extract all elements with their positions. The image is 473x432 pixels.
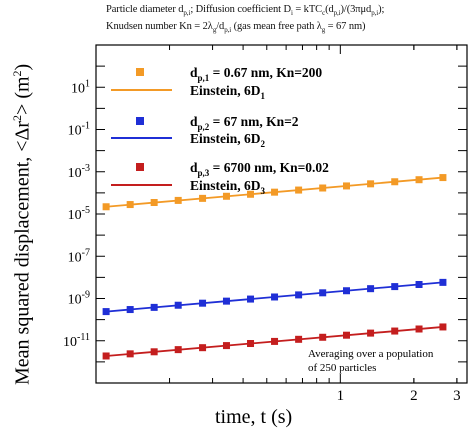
y-tick-label: 10-9 bbox=[68, 290, 90, 308]
y-tick-label: 10-11 bbox=[63, 332, 90, 350]
data-point-series-2 bbox=[295, 291, 303, 299]
data-point-series-2 bbox=[199, 299, 207, 307]
legend-label-1: dp,1 = 0.67 nm, Kn=200 bbox=[190, 65, 322, 83]
legend-label-4: Einstein, 6D2 bbox=[190, 131, 266, 149]
data-point-series-1 bbox=[295, 186, 303, 194]
data-point-series-1 bbox=[415, 176, 423, 184]
data-point-series-3 bbox=[295, 335, 303, 343]
legend-marker-5 bbox=[136, 163, 144, 171]
legend-marker-1 bbox=[136, 68, 144, 76]
data-point-series-3 bbox=[367, 329, 375, 337]
x-tick-label: 1 bbox=[337, 388, 345, 404]
data-point-series-2 bbox=[126, 306, 134, 314]
y-tick-label: 10-5 bbox=[68, 205, 90, 223]
x-axis-label: time, t (s) bbox=[215, 406, 293, 428]
annotation-line-2: of 250 particles bbox=[308, 362, 376, 374]
legend-marker-3 bbox=[136, 117, 144, 125]
data-point-series-1 bbox=[367, 180, 375, 188]
data-point-series-3 bbox=[199, 344, 207, 352]
data-point-series-1 bbox=[343, 182, 351, 190]
data-point-series-1 bbox=[271, 188, 279, 196]
data-point-series-1 bbox=[247, 190, 255, 198]
data-point-series-2 bbox=[271, 293, 279, 301]
data-point-series-1 bbox=[174, 196, 182, 204]
data-point-series-3 bbox=[439, 323, 447, 331]
data-point-series-3 bbox=[319, 333, 327, 341]
data-point-series-3 bbox=[247, 340, 255, 348]
data-point-series-3 bbox=[415, 325, 423, 333]
data-point-series-3 bbox=[150, 348, 158, 356]
annotation-line-1: Averaging over a population bbox=[308, 348, 434, 360]
data-point-series-1 bbox=[319, 184, 327, 192]
legend-label-2: Einstein, 6D1 bbox=[190, 83, 266, 101]
data-point-series-2 bbox=[415, 280, 423, 288]
data-point-series-3 bbox=[343, 331, 351, 339]
data-point-series-2 bbox=[391, 283, 399, 291]
y-tick-label: 101 bbox=[71, 78, 90, 96]
y-tick-label: 10-3 bbox=[68, 163, 90, 181]
legend-label-5: dp,3 = 6700 nm, Kn=0.02 bbox=[190, 160, 329, 178]
data-point-series-3 bbox=[222, 342, 230, 350]
data-point-series-3 bbox=[391, 327, 399, 335]
figure-caption-line-2: Knudsen number Kn = 2λg/dp,i (gas mean f… bbox=[106, 21, 366, 35]
data-point-series-2 bbox=[319, 289, 327, 297]
x-tick-label: 2 bbox=[410, 388, 418, 404]
plot-frame bbox=[95, 44, 468, 384]
data-point-series-3 bbox=[102, 352, 110, 360]
data-point-series-1 bbox=[199, 194, 207, 202]
data-point-series-2 bbox=[367, 285, 375, 293]
data-point-series-2 bbox=[247, 295, 255, 303]
data-point-series-2 bbox=[439, 278, 447, 286]
legend-label-6: Einstein, 6D3 bbox=[190, 178, 266, 196]
y-tick-label: 10-7 bbox=[68, 247, 90, 265]
y-tick-label: 10-1 bbox=[68, 121, 90, 139]
figure-caption-line-1: Particle diameter dp,i; Diffusion coeffi… bbox=[106, 4, 385, 18]
data-point-series-2 bbox=[174, 301, 182, 309]
data-point-series-2 bbox=[222, 297, 230, 305]
data-point-series-1 bbox=[102, 203, 110, 211]
legend-label-3: dp,2 = 67 nm, Kn=2 bbox=[190, 114, 299, 132]
data-point-series-1 bbox=[391, 178, 399, 186]
data-point-series-3 bbox=[126, 350, 134, 358]
data-point-series-2 bbox=[343, 287, 351, 295]
x-tick-label: 3 bbox=[453, 388, 461, 404]
data-point-series-2 bbox=[102, 308, 110, 316]
data-point-series-1 bbox=[439, 174, 447, 182]
data-point-series-3 bbox=[174, 346, 182, 354]
data-point-series-1 bbox=[150, 199, 158, 207]
data-point-series-1 bbox=[126, 201, 134, 209]
data-point-series-1 bbox=[222, 192, 230, 200]
data-point-series-2 bbox=[150, 303, 158, 311]
data-point-series-3 bbox=[271, 337, 279, 345]
